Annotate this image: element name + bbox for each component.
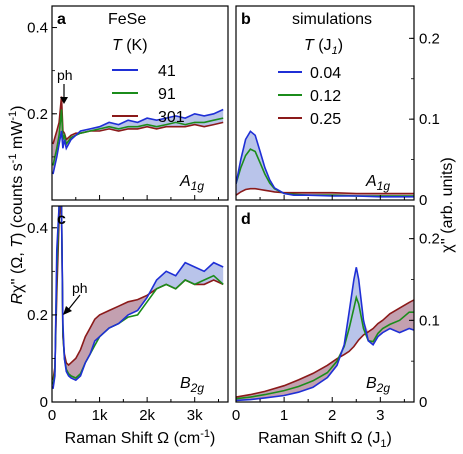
series-line-0.25 xyxy=(236,187,414,196)
annotation-ph: ph xyxy=(72,280,88,296)
series-line-0.25 xyxy=(236,299,414,398)
panel-letter: d xyxy=(241,211,251,228)
plot-area xyxy=(52,206,224,390)
legend-label-91: 91 xyxy=(158,86,176,103)
panel-frame xyxy=(51,5,229,201)
legend-label-301: 301 xyxy=(158,109,185,126)
legend-label-0.04: 0.04 xyxy=(310,65,341,82)
ytick-label: 0 xyxy=(40,394,48,411)
ytick-label: 0.1 xyxy=(419,111,440,128)
series-line-41 xyxy=(52,206,224,390)
legend-material: simulations xyxy=(292,11,372,28)
band-fill-red xyxy=(53,206,224,389)
ytick-label: 0.1 xyxy=(419,312,440,329)
plot-area xyxy=(236,130,414,198)
series-line-0.04 xyxy=(236,130,414,198)
symmetry-label: A1g xyxy=(365,173,390,193)
symmetry-label: B2g xyxy=(366,375,390,395)
annotation-ph: ph xyxy=(57,67,73,83)
xtick-label: 0 xyxy=(232,407,240,424)
panel-frame xyxy=(235,5,415,201)
ytick-label: 0.2 xyxy=(27,307,48,324)
ytick-label: 0.2 xyxy=(419,231,440,248)
xtick-label: 2k xyxy=(139,407,155,424)
ytick-label: 0.4 xyxy=(27,20,48,37)
y-axis-label-right: χ'' (arb. units) xyxy=(439,157,456,252)
series-line-0.04 xyxy=(236,267,414,402)
legend-label-0.12: 0.12 xyxy=(310,88,341,105)
xtick-label: 3k xyxy=(187,407,203,424)
legend-material: FeSe xyxy=(108,11,146,28)
x-axis-label-right: Raman Shift Ω (J1) xyxy=(258,430,392,450)
panel-frame xyxy=(235,205,415,403)
symmetry-label: A1g xyxy=(179,173,204,193)
xtick-label: 0 xyxy=(48,407,56,424)
panel-a: 0.2 0.4 a A1g FeSe T (K) 41 91 301 ph xyxy=(27,5,229,201)
panel-c: 0 0.2 0.4 0 1k 2k 3k c B2g ph xyxy=(27,205,229,424)
annotation-arrowhead xyxy=(60,97,68,104)
legend-title: T (K) xyxy=(112,37,148,54)
series-line-0.12 xyxy=(236,294,414,400)
xtick-label: 3 xyxy=(376,407,384,424)
panel-letter: c xyxy=(57,211,66,228)
panel-b: 0 0.1 0.2 b A1g simulations T (J1) 0.04 0.12 0.25 xyxy=(235,5,440,209)
y-axis-label-right-text: χ'' (arb. units) xyxy=(439,157,456,252)
band-fill xyxy=(53,96,224,175)
band-fill-red xyxy=(53,96,224,175)
ytick-label: 0.4 xyxy=(27,220,48,237)
panel-letter: b xyxy=(241,11,251,28)
ytick-label: 0 xyxy=(419,394,427,411)
plot-area xyxy=(236,267,414,402)
annotation-arrow xyxy=(67,294,81,311)
ytick-label: 0.2 xyxy=(27,106,48,123)
symmetry-label: B2g xyxy=(180,375,204,395)
xtick-label: 2 xyxy=(328,407,336,424)
series-line-41 xyxy=(52,108,224,175)
legend-label-41: 41 xyxy=(158,63,176,80)
panel-frame xyxy=(51,205,229,403)
ytick-label: 0.2 xyxy=(419,30,440,47)
annotation-arrowhead xyxy=(63,306,72,315)
band-fill xyxy=(236,131,414,197)
y-axis-label-left: Rχ'' (Ω, T) (counts s-1 mW-1) xyxy=(7,106,26,305)
xtick-label: 1 xyxy=(280,407,288,424)
xtick-label: 1k xyxy=(92,407,108,424)
legend-label-0.25: 0.25 xyxy=(310,111,341,128)
panel-letter: a xyxy=(57,11,66,28)
y-axis-label-left-text: Rχ'' (Ω, T) (counts s-1 mW-1) xyxy=(7,106,26,305)
plot-area xyxy=(52,96,224,175)
panel-d: 0 0.1 0.2 0 1 2 3 d B2g xyxy=(232,205,440,424)
x-axis-label-left: Raman Shift Ω (cm-1) xyxy=(65,428,216,447)
ytick-label: 0 xyxy=(419,192,427,209)
legend-title: T (J1) xyxy=(304,37,343,57)
